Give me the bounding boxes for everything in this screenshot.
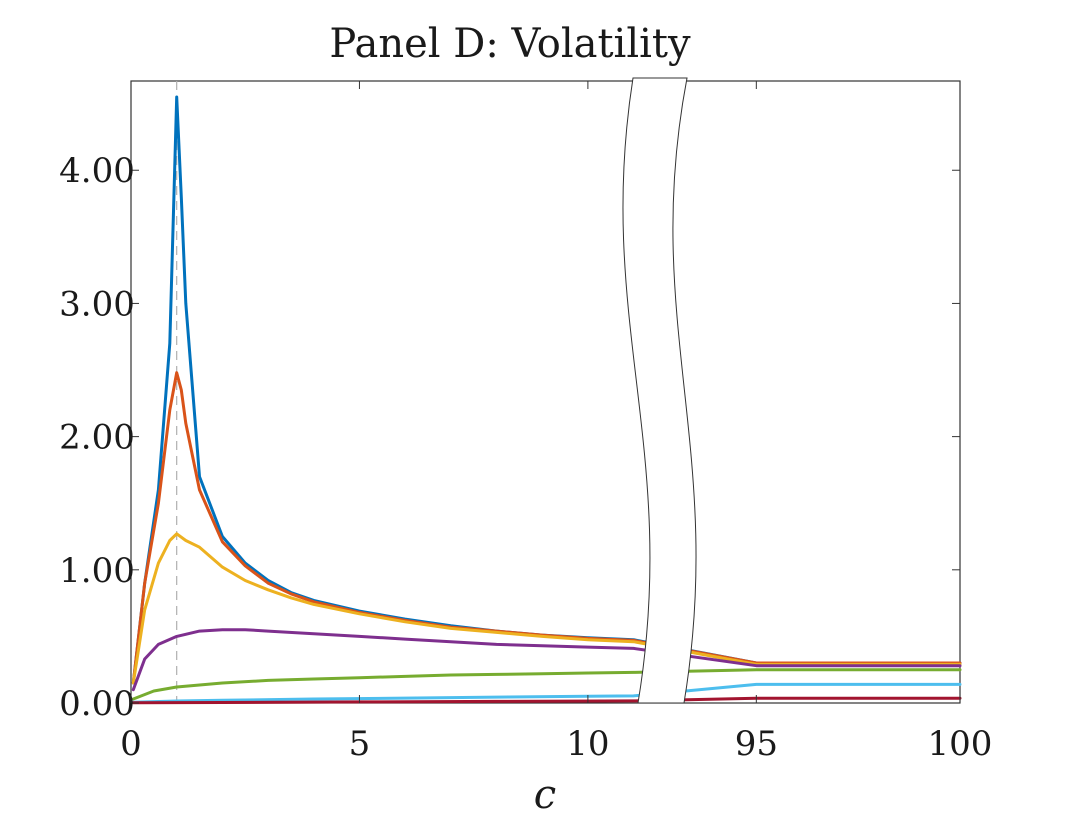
x-tick-label: 5 <box>349 724 371 764</box>
plot-area-frame <box>130 80 961 704</box>
ticks-layer: 0.00 1.00 2.00 3.00 4.00 0 5 10 95 100 <box>59 81 992 764</box>
series-line-4 <box>131 628 962 692</box>
x-tick-label: 100 <box>928 724 993 764</box>
series-line-1 <box>131 95 962 685</box>
x-tick-label: 0 <box>120 724 142 764</box>
x-axis-label: c <box>534 772 556 818</box>
series-line-5 <box>131 668 962 701</box>
series-line-3 <box>131 532 962 685</box>
y-tick-label: 1.00 <box>59 551 135 591</box>
series-line-6 <box>131 682 962 704</box>
axis-break <box>622 77 697 704</box>
series-layer <box>131 95 962 705</box>
chart-title: Panel D: Volatility <box>329 21 691 67</box>
y-tick-label: 0.00 <box>59 684 135 724</box>
y-tick-label: 4.00 <box>59 151 135 191</box>
y-tick-label: 2.00 <box>59 418 135 458</box>
y-tick-label: 3.00 <box>59 284 135 324</box>
x-tick-label: 10 <box>566 724 609 764</box>
x-tick-label: 95 <box>735 724 778 764</box>
